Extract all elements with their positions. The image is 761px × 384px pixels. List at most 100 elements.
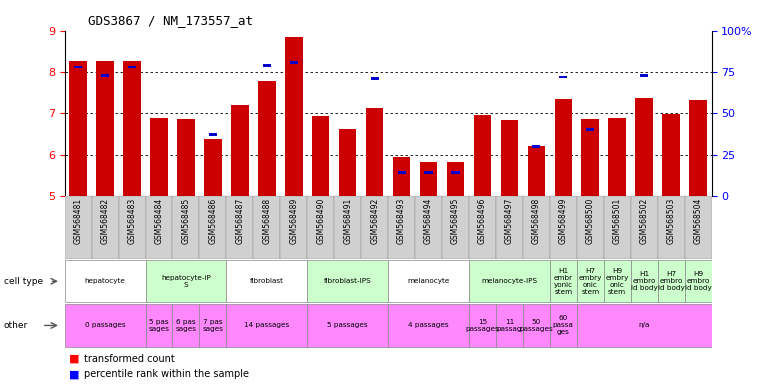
Bar xyxy=(97,61,114,196)
Bar xyxy=(145,304,173,347)
Text: H9
embro
id body: H9 embro id body xyxy=(685,271,712,291)
Text: GSM568483: GSM568483 xyxy=(128,198,136,244)
Bar xyxy=(577,196,603,259)
Bar xyxy=(366,108,384,196)
Bar xyxy=(204,139,221,196)
Bar xyxy=(307,304,388,347)
Bar xyxy=(123,61,141,196)
Text: GSM568502: GSM568502 xyxy=(640,198,648,244)
Bar xyxy=(550,304,577,347)
Bar xyxy=(334,196,361,259)
Bar xyxy=(227,196,253,259)
Text: cell type: cell type xyxy=(4,277,43,286)
Text: H7
embro
id body: H7 embro id body xyxy=(658,271,684,291)
Text: 11
passag: 11 passag xyxy=(497,319,522,332)
Text: GSM568497: GSM568497 xyxy=(505,198,514,244)
Text: hepatocyte: hepatocyte xyxy=(84,278,126,284)
Bar xyxy=(258,81,275,196)
Bar xyxy=(658,196,685,259)
Text: GSM568493: GSM568493 xyxy=(397,198,406,244)
Text: 15
passages: 15 passages xyxy=(466,319,499,332)
Bar xyxy=(577,260,603,303)
Bar xyxy=(631,196,658,259)
Text: ■: ■ xyxy=(68,354,79,364)
Text: fibroblast: fibroblast xyxy=(250,278,284,284)
Bar xyxy=(581,119,599,196)
Bar xyxy=(532,145,540,148)
Bar xyxy=(559,76,568,78)
Bar xyxy=(425,171,432,174)
Bar xyxy=(119,196,145,259)
Bar xyxy=(555,99,572,196)
Text: GSM568481: GSM568481 xyxy=(74,198,83,244)
Text: GSM568487: GSM568487 xyxy=(235,198,244,244)
Text: GSM568484: GSM568484 xyxy=(154,198,164,244)
Text: GSM568486: GSM568486 xyxy=(209,198,218,244)
Text: ■: ■ xyxy=(68,369,79,379)
Text: H7
embry
onic
stem: H7 embry onic stem xyxy=(578,268,602,295)
Bar xyxy=(150,118,167,196)
Bar xyxy=(496,304,523,347)
Bar xyxy=(658,260,685,303)
Bar xyxy=(388,196,415,259)
Text: GSM568488: GSM568488 xyxy=(263,198,272,244)
Text: 5 pas
sages: 5 pas sages xyxy=(148,319,170,332)
Bar xyxy=(227,304,307,347)
Bar xyxy=(65,304,145,347)
Bar xyxy=(145,196,173,259)
Text: GDS3867 / NM_173557_at: GDS3867 / NM_173557_at xyxy=(88,14,253,27)
Text: H1
embro
id body: H1 embro id body xyxy=(631,271,658,291)
Text: GSM568496: GSM568496 xyxy=(478,198,487,244)
Bar xyxy=(371,77,379,80)
Text: fibroblast-IPS: fibroblast-IPS xyxy=(324,278,371,284)
Bar xyxy=(685,260,712,303)
Bar xyxy=(689,100,707,196)
Bar xyxy=(312,116,330,196)
Bar xyxy=(280,196,307,259)
Bar xyxy=(388,304,469,347)
Bar xyxy=(685,196,712,259)
Bar xyxy=(145,260,227,303)
Text: 0 passages: 0 passages xyxy=(84,323,126,328)
Text: GSM568499: GSM568499 xyxy=(559,198,568,244)
Text: H1
embr
yonic
stem: H1 embr yonic stem xyxy=(554,268,573,295)
Bar xyxy=(74,66,82,68)
Bar xyxy=(177,119,195,196)
Bar xyxy=(65,260,145,303)
Bar xyxy=(631,260,658,303)
Bar xyxy=(307,260,388,303)
Text: GSM568494: GSM568494 xyxy=(424,198,433,244)
Text: 60
passa
ges: 60 passa ges xyxy=(552,315,574,336)
Bar xyxy=(69,61,87,196)
Bar xyxy=(523,304,550,347)
Text: 7 pas
sages: 7 pas sages xyxy=(202,319,224,332)
Bar xyxy=(451,171,460,174)
Text: transformed count: transformed count xyxy=(84,354,174,364)
Text: GSM568495: GSM568495 xyxy=(451,198,460,244)
Text: GSM568500: GSM568500 xyxy=(586,198,595,244)
Bar xyxy=(128,66,136,68)
Bar xyxy=(199,304,227,347)
Text: 50
passages: 50 passages xyxy=(520,319,553,332)
Bar xyxy=(361,196,388,259)
Bar xyxy=(307,196,334,259)
Bar xyxy=(393,157,410,196)
Bar xyxy=(447,162,464,196)
Bar xyxy=(662,114,680,196)
Bar xyxy=(603,260,631,303)
Bar xyxy=(609,118,626,196)
Bar xyxy=(550,260,577,303)
Text: GSM568498: GSM568498 xyxy=(532,198,541,244)
Text: GSM568492: GSM568492 xyxy=(370,198,379,244)
Text: GSM568491: GSM568491 xyxy=(343,198,352,244)
Text: GSM568482: GSM568482 xyxy=(100,198,110,244)
Bar xyxy=(415,196,442,259)
Text: melanocyte-IPS: melanocyte-IPS xyxy=(481,278,537,284)
Bar xyxy=(285,37,303,196)
Bar xyxy=(253,196,280,259)
Bar xyxy=(231,106,249,196)
Bar xyxy=(469,196,496,259)
Bar xyxy=(420,162,438,196)
Bar xyxy=(496,196,523,259)
Bar xyxy=(635,98,653,196)
